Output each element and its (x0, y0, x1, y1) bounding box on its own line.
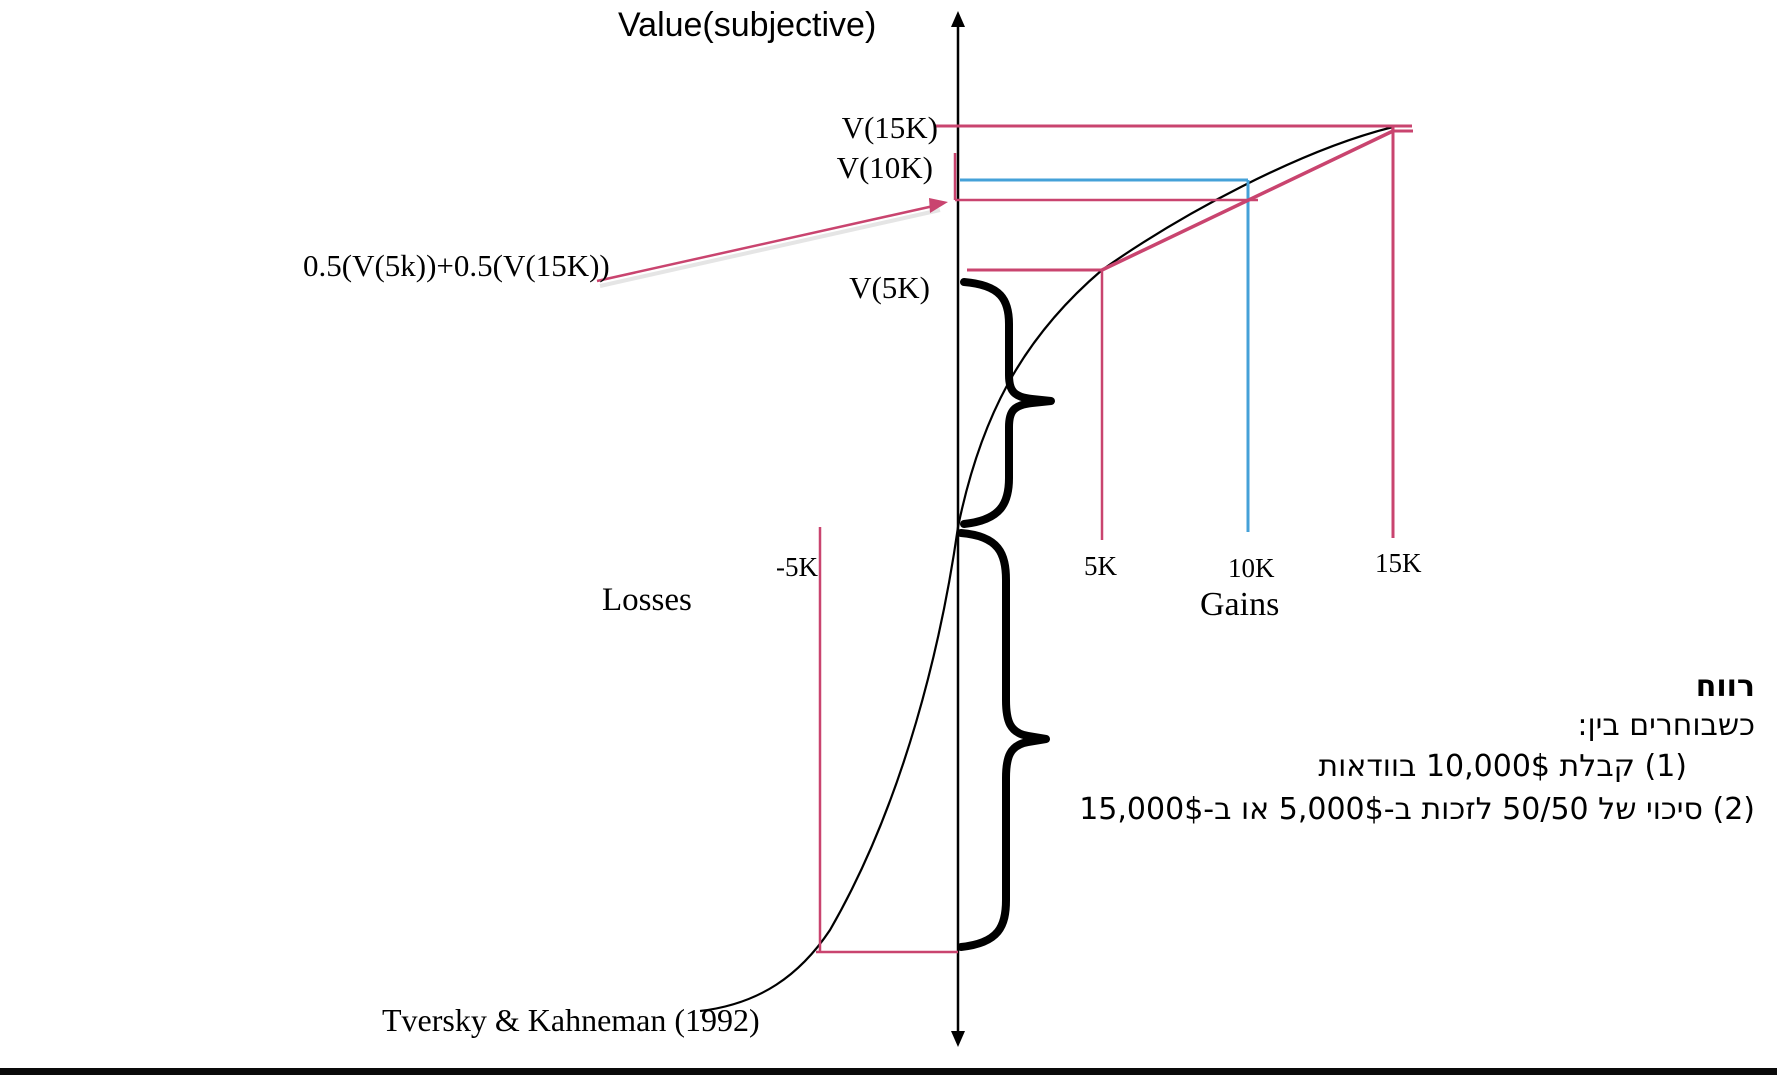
v15k-label: V(15K) (841, 110, 938, 145)
slide-bottom-border (0, 1068, 1777, 1075)
tick-label-10k: 10K (1228, 553, 1275, 583)
annotation-arrow-line (596, 203, 939, 283)
hebrew-line-option2: (2) סיכוי של 50/50 לזכות ב-5,000$ או ב-1… (1079, 792, 1755, 827)
hebrew-line-when-choosing: כשבוחרים בין: (1577, 708, 1755, 743)
y-axis-arrowhead-down-icon (951, 1031, 965, 1047)
hebrew-heading-gain: רווח (1695, 669, 1755, 704)
gains-span-brace (960, 278, 1055, 528)
gains-axis-label: Gains (1200, 586, 1280, 623)
v5k-label: V(5K) (849, 270, 930, 305)
value-function-curve (699, 125, 1394, 1013)
y-axis-arrowhead-up-icon (951, 11, 965, 27)
expected-value-formula: 0.5(V(5k))+0.5(V(15K)) (303, 248, 610, 283)
losses-axis-label: Losses (602, 582, 692, 618)
tick-label-5k: 5K (1084, 551, 1117, 581)
citation: Tversky & Kahneman (1992) (382, 1002, 760, 1038)
hebrew-line-option1: (1) קבלת 10,000$ בוודאות (1318, 749, 1687, 784)
gamble-chord-line (1101, 129, 1394, 272)
tick-label-neg5k: -5K (776, 552, 818, 582)
annotation-arrowhead-icon (929, 198, 948, 213)
chart-title: Value(subjective) (618, 6, 877, 44)
v10k-label: V(10K) (836, 150, 933, 185)
annotation-arrow-shadow (599, 208, 941, 288)
tick-label-15k: 15K (1375, 548, 1422, 578)
losses-span-brace (957, 529, 1050, 951)
